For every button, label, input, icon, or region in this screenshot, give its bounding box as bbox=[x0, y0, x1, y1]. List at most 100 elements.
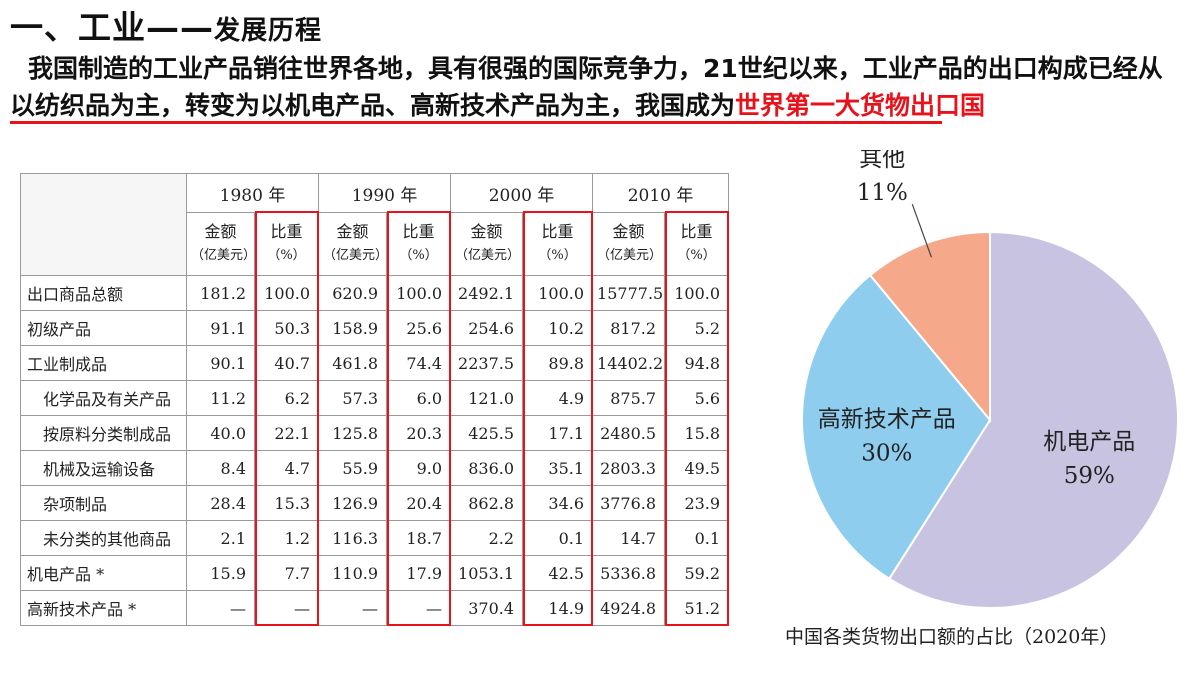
pie-slice bbox=[887, 230, 1179, 609]
share-unit: （%） bbox=[399, 248, 438, 263]
share-cell: 15.8 bbox=[664, 415, 730, 451]
share-label: 比重 bbox=[270, 222, 303, 241]
intro-underline bbox=[10, 121, 942, 124]
year-header: 1980 年 bbox=[185, 173, 320, 213]
amount-cell: 620.9 bbox=[318, 275, 388, 311]
share-cell: 6.0 bbox=[386, 380, 452, 416]
share-cell: 17.1 bbox=[522, 415, 594, 451]
pie-slice-percent: 11% bbox=[857, 180, 908, 206]
share-cell: 5.2 bbox=[664, 310, 730, 346]
amount-cell: — bbox=[186, 590, 255, 626]
share-column-header: 比重 （%） bbox=[386, 212, 452, 276]
amount-cell: 40.0 bbox=[186, 415, 255, 451]
share-cell: 50.3 bbox=[253, 310, 320, 346]
amount-column-header: 金额 （亿美元） bbox=[450, 212, 524, 276]
table-row: 初级产品 91.1 50.3 158.9 25.6 254.6 10.2 817.2 5.2 bbox=[20, 310, 730, 346]
intro-text: 我国制造的工业产品销往世界各地，具有很强的国际竞争力，21世纪以来，工业产品的出… bbox=[10, 54, 1163, 120]
amount-cell: 425.5 bbox=[450, 415, 524, 451]
amount-column-header: 金额 （亿美元） bbox=[186, 212, 255, 276]
share-cell: 1.2 bbox=[253, 520, 320, 556]
share-cell: 100.0 bbox=[664, 275, 730, 311]
year-header: 2000 年 bbox=[450, 173, 594, 213]
share-cell: 18.7 bbox=[386, 520, 452, 556]
amount-cell: 181.2 bbox=[186, 275, 255, 311]
share-cell: 35.1 bbox=[522, 450, 594, 486]
amount-cell: 461.8 bbox=[318, 345, 388, 381]
amount-unit: （亿美元） bbox=[597, 248, 663, 263]
amount-cell: 5336.8 bbox=[592, 555, 666, 591]
amount-cell: 8.4 bbox=[186, 450, 255, 486]
share-cell: 20.3 bbox=[386, 415, 452, 451]
share-unit: （%） bbox=[267, 248, 306, 263]
amount-cell: 91.1 bbox=[186, 310, 255, 346]
share-cell: 49.5 bbox=[664, 450, 730, 486]
table-row: 杂项制品 28.4 15.3 126.9 20.4 862.8 34.6 3776.8 23.9 bbox=[20, 485, 730, 521]
share-cell: 94.8 bbox=[664, 345, 730, 381]
share-cell: 40.7 bbox=[253, 345, 320, 381]
share-cell: 100.0 bbox=[522, 275, 594, 311]
table-row: 未分类的其他商品 2.1 1.2 116.3 18.7 2.2 0.1 14.7 0.1 bbox=[20, 520, 730, 556]
year-header: 1990 年 bbox=[318, 173, 452, 213]
table-row: 工业制成品 90.1 40.7 461.8 74.4 2237.5 89.8 14402.2 9… bbox=[20, 345, 730, 381]
heading-dash: —— bbox=[146, 8, 214, 47]
share-cell: 7.7 bbox=[253, 555, 320, 591]
share-cell: 100.0 bbox=[386, 275, 452, 311]
category-name: 按原料分类制成品 bbox=[20, 415, 187, 451]
category-name: 杂项制品 bbox=[20, 485, 187, 521]
category-name: 未分类的其他商品 bbox=[20, 520, 187, 556]
category-name: 高新技术产品 * bbox=[20, 590, 187, 626]
amount-cell: 158.9 bbox=[318, 310, 388, 346]
table-row: 高新技术产品 * — — — —370.4 14.9 4924.8 51.2 bbox=[20, 590, 730, 626]
amount-cell: 126.9 bbox=[318, 485, 388, 521]
amount-cell: 2.1 bbox=[186, 520, 255, 556]
share-cell: 23.9 bbox=[664, 485, 730, 521]
amount-cell: 1053.1 bbox=[450, 555, 524, 591]
share-cell: 51.2 bbox=[664, 590, 730, 626]
share-cell: 5.6 bbox=[664, 380, 730, 416]
amount-cell: 15.9 bbox=[186, 555, 255, 591]
amount-cell: 875.7 bbox=[592, 380, 666, 416]
category-name: 工业制成品 bbox=[20, 345, 187, 381]
share-cell: 0.1 bbox=[522, 520, 594, 556]
share-cell: 4.7 bbox=[253, 450, 320, 486]
category-name: 化学品及有关产品 bbox=[20, 380, 187, 416]
export-table-container: 1980 年 1990 年 2000 年 2010 年 金额 （亿美元） 比重 （%）… bbox=[20, 173, 730, 630]
heading-main: 一、工业 bbox=[10, 8, 146, 47]
share-cell: 17.9 bbox=[386, 555, 452, 591]
amount-cell: 110.9 bbox=[318, 555, 388, 591]
amount-cell: 2237.5 bbox=[450, 345, 524, 381]
amount-cell: 125.8 bbox=[318, 415, 388, 451]
share-cell: 4.9 bbox=[522, 380, 594, 416]
section-heading: 一、工业——发展历程 bbox=[10, 6, 322, 53]
amount-cell: 2492.1 bbox=[450, 275, 524, 311]
share-column-header: 比重 （%） bbox=[522, 212, 594, 276]
amount-cell: 15777.5 bbox=[592, 275, 666, 311]
amount-label: 金额 bbox=[612, 222, 645, 241]
category-name: 机电产品 * bbox=[20, 555, 187, 591]
amount-label: 金额 bbox=[336, 222, 369, 241]
table-row: 机电产品 * 15.9 7.7 110.9 17.9 1053.1 42.5 5336.8 59… bbox=[20, 555, 730, 591]
share-column-header: 比重 （%） bbox=[253, 212, 320, 276]
share-cell: 100.0 bbox=[253, 275, 320, 311]
amount-cell: 14402.2 bbox=[592, 345, 666, 381]
pie-leader-line bbox=[911, 203, 932, 258]
amount-cell: 2480.5 bbox=[592, 415, 666, 451]
share-cell: 22.1 bbox=[253, 415, 320, 451]
share-label: 比重 bbox=[541, 222, 574, 241]
share-cell: 59.2 bbox=[664, 555, 730, 591]
year-header: 2010 年 bbox=[592, 173, 730, 213]
amount-cell: 817.2 bbox=[592, 310, 666, 346]
share-cell: 20.4 bbox=[386, 485, 452, 521]
share-column-header: 比重 （%） bbox=[664, 212, 730, 276]
amount-cell: 370.4 bbox=[450, 590, 524, 626]
category-name: 初级产品 bbox=[20, 310, 187, 346]
share-cell: 34.6 bbox=[522, 485, 594, 521]
share-cell: — bbox=[253, 590, 320, 626]
amount-cell: 116.3 bbox=[318, 520, 388, 556]
amount-cell: 11.2 bbox=[186, 380, 255, 416]
amount-cell: 2803.3 bbox=[592, 450, 666, 486]
share-cell: 0.1 bbox=[664, 520, 730, 556]
amount-unit: （亿美元） bbox=[191, 248, 255, 263]
amount-cell: 121.0 bbox=[450, 380, 524, 416]
amount-cell: 55.9 bbox=[318, 450, 388, 486]
